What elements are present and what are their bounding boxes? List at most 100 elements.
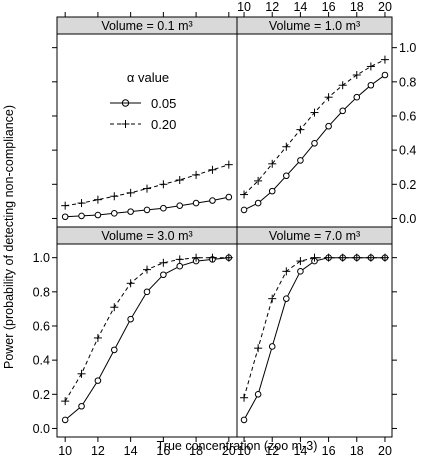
point-marker-020 <box>175 176 184 185</box>
point-marker-005 <box>311 140 318 147</box>
legend-marker-005 <box>121 99 130 107</box>
y-tick-label-right: 1.0 <box>399 41 416 55</box>
x-tick-label-top: 14 <box>293 0 307 14</box>
x-tick-label-bottom: 12 <box>91 444 105 457</box>
x-axis-label: True concentration (zoo m-3) <box>157 439 318 453</box>
point-marker-005 <box>240 206 248 214</box>
point-marker-005 <box>268 187 276 195</box>
x-tick-label-top: 10 <box>237 0 251 14</box>
y-tick-label-left: 0.0 <box>33 422 50 436</box>
point-marker-005 <box>353 93 361 101</box>
series-line-020 <box>243 59 386 195</box>
panel-frame <box>56 16 238 228</box>
point-marker-020 <box>268 294 277 303</box>
point-marker-005 <box>160 271 167 279</box>
point-marker-005 <box>110 346 118 354</box>
point-marker-020 <box>93 195 102 204</box>
x-tick-label-bottom: 10 <box>58 444 72 457</box>
y-tick-label-left: 1.0 <box>33 251 50 265</box>
point-marker-005 <box>61 213 69 221</box>
point-marker-005 <box>94 211 102 219</box>
y-tick-label-left: 0.4 <box>33 354 50 368</box>
series-line-020 <box>64 257 229 402</box>
point-marker-005 <box>61 416 69 424</box>
point-marker-020 <box>352 253 361 262</box>
point-marker-020 <box>296 257 305 266</box>
axes-layer: 10 10 10 12 12 12 14 14 14 16 16 16 18 18 18 20 20 20 0.0 0… <box>33 0 417 457</box>
x-tick-label-bottom: 12 <box>265 444 279 457</box>
series-line-005 <box>243 257 385 421</box>
point-marker-005 <box>367 81 375 89</box>
x-tick-label-bottom: 16 <box>156 444 170 457</box>
panel-2: Volume = 1.0 m³ <box>236 16 393 228</box>
point-marker-020 <box>110 303 119 312</box>
legend-entry-005: 0.05 <box>110 96 176 111</box>
point-marker-005 <box>297 268 304 275</box>
point-marker-005 <box>160 204 167 212</box>
point-marker-005 <box>127 208 134 215</box>
panel-1: Volume = 0.1 m³ <box>56 16 238 228</box>
y-tick-label-right: 0.4 <box>399 144 416 158</box>
point-marker-020 <box>338 81 347 90</box>
point-marker-020 <box>77 199 86 208</box>
point-marker-005 <box>192 199 200 207</box>
point-marker-020 <box>159 180 168 189</box>
series-line-005 <box>64 257 229 421</box>
y-axis-label: Power (probability of detecting non-comp… <box>2 105 16 369</box>
legend-marker-020 <box>121 120 130 128</box>
point-marker-020 <box>324 93 333 102</box>
point-marker-005 <box>209 197 216 204</box>
x-tick-label-top: 16 <box>322 0 336 14</box>
x-tick-label-top: 18 <box>350 0 364 14</box>
panel-title: Volume = 3.0 m³ <box>101 229 192 243</box>
point-marker-005 <box>339 107 346 115</box>
point-marker-005 <box>268 343 276 350</box>
panel-3: Volume = 3.0 m³ <box>56 226 238 438</box>
point-marker-020 <box>61 201 70 210</box>
point-marker-020 <box>282 142 291 151</box>
x-tick-label-bottom: 16 <box>322 444 336 457</box>
point-marker-005 <box>143 288 151 296</box>
point-marker-020 <box>126 279 135 288</box>
point-marker-005 <box>381 71 389 79</box>
y-tick-label-right: 0.0 <box>399 212 416 226</box>
point-marker-020 <box>192 253 201 262</box>
panel-frame <box>236 226 393 438</box>
panel-4: Volume = 7.0 m³ <box>236 226 393 438</box>
x-tick-label-bottom: 20 <box>378 444 392 457</box>
legend-entry-020: 0.20 <box>110 117 176 132</box>
point-marker-020 <box>224 253 233 262</box>
point-marker-005 <box>110 210 118 217</box>
point-marker-020 <box>208 253 217 262</box>
point-marker-020 <box>324 253 333 262</box>
x-tick-label-top: 12 <box>265 0 279 14</box>
point-marker-020 <box>254 344 263 353</box>
point-marker-020 <box>126 188 135 197</box>
panels-layer: Volume = 0.1 m³ Volume = 1.0 m³ Volume = 3… <box>56 16 393 438</box>
point-marker-020 <box>282 267 291 276</box>
y-tick-label-left: 0.8 <box>33 285 50 299</box>
x-tick-label-bottom: 18 <box>189 444 203 457</box>
point-marker-005 <box>176 262 184 270</box>
point-marker-020 <box>310 253 319 262</box>
x-tick-label-top: 20 <box>378 0 392 14</box>
x-tick-label-bottom: 10 <box>237 444 251 457</box>
panel-title: Volume = 7.0 m³ <box>269 229 360 243</box>
point-marker-020 <box>192 170 201 179</box>
panel-title: Volume = 0.1 m³ <box>101 19 192 33</box>
point-marker-020 <box>143 184 151 193</box>
point-marker-020 <box>296 125 305 134</box>
y-tick-label-right: 0.2 <box>399 178 416 192</box>
point-marker-020 <box>208 165 217 174</box>
point-marker-005 <box>254 391 262 398</box>
point-marker-005 <box>78 402 85 410</box>
legend: α value 0.05 0.20 <box>110 70 176 132</box>
point-marker-005 <box>254 199 262 207</box>
point-marker-020 <box>224 160 233 169</box>
point-marker-020 <box>380 55 389 64</box>
point-marker-020 <box>240 190 249 199</box>
legend-title: α value <box>127 70 169 85</box>
y-tick-label-left: 0.2 <box>33 388 50 402</box>
point-marker-020 <box>338 253 347 262</box>
